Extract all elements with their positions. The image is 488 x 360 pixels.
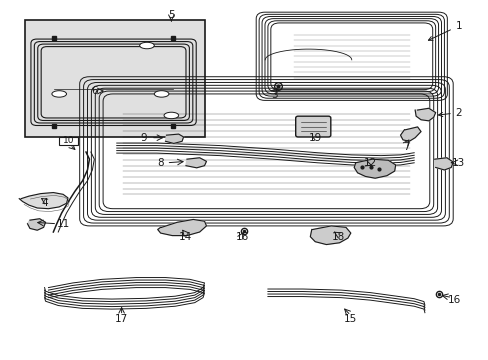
Ellipse shape: [52, 91, 66, 97]
Polygon shape: [400, 127, 420, 141]
Text: 1: 1: [427, 21, 462, 40]
Text: 2: 2: [438, 108, 462, 118]
Text: 6: 6: [91, 86, 98, 96]
Polygon shape: [165, 134, 183, 143]
Text: 4: 4: [41, 198, 48, 208]
Text: 12: 12: [363, 158, 376, 168]
Text: 7: 7: [402, 142, 409, 152]
Polygon shape: [414, 108, 435, 121]
FancyBboxPatch shape: [295, 116, 330, 137]
Text: 15: 15: [344, 314, 357, 324]
Text: 3: 3: [271, 90, 278, 100]
Polygon shape: [310, 226, 350, 244]
Polygon shape: [27, 219, 45, 230]
Text: 8: 8: [157, 158, 163, 168]
Text: 5: 5: [168, 10, 174, 20]
Text: 11: 11: [57, 219, 70, 229]
Polygon shape: [185, 158, 206, 168]
Polygon shape: [158, 220, 206, 235]
Text: 18: 18: [331, 232, 344, 242]
Text: 13: 13: [450, 158, 464, 168]
Polygon shape: [434, 158, 452, 170]
Text: 16: 16: [447, 295, 460, 305]
Ellipse shape: [140, 42, 154, 49]
Bar: [25, 21, 204, 137]
Text: 14: 14: [178, 232, 191, 242]
Text: 19: 19: [308, 133, 321, 143]
Polygon shape: [353, 159, 395, 178]
Bar: [59, 137, 78, 145]
Ellipse shape: [163, 112, 178, 119]
Text: 10: 10: [62, 136, 74, 145]
Text: 16: 16: [235, 232, 248, 242]
Text: 9: 9: [141, 133, 147, 143]
Ellipse shape: [154, 91, 168, 97]
Polygon shape: [19, 193, 68, 209]
Text: 17: 17: [115, 314, 128, 324]
